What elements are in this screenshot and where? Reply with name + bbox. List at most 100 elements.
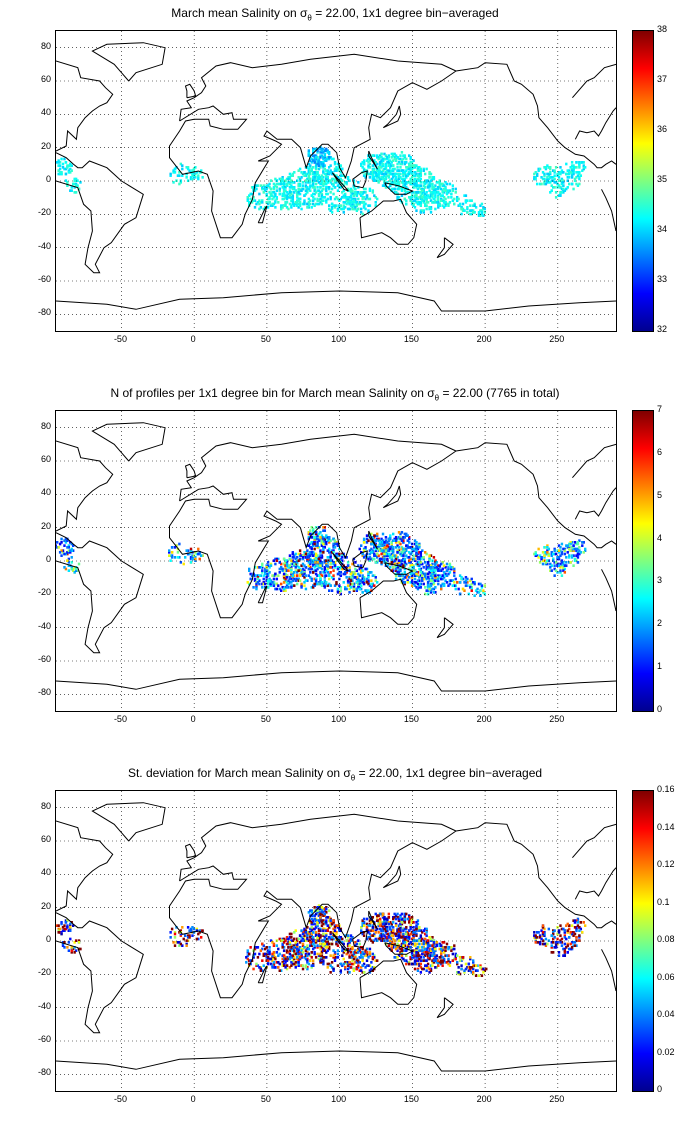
data-bin bbox=[301, 567, 305, 571]
data-bin bbox=[291, 559, 295, 562]
data-bin bbox=[429, 554, 433, 557]
data-bin bbox=[248, 201, 251, 204]
data-bin bbox=[329, 169, 332, 172]
data-bin bbox=[293, 186, 296, 189]
data-bin bbox=[562, 189, 565, 192]
data-bin bbox=[284, 201, 287, 204]
data-bin bbox=[367, 574, 370, 577]
data-bin bbox=[303, 572, 306, 576]
data-bin bbox=[429, 191, 433, 194]
data-bin bbox=[310, 552, 313, 556]
data-bin bbox=[313, 566, 316, 569]
data-bin bbox=[275, 189, 279, 192]
data-bin bbox=[194, 557, 197, 561]
data-bin bbox=[333, 546, 337, 549]
data-bin bbox=[313, 177, 316, 181]
data-bin bbox=[197, 177, 200, 181]
data-bin bbox=[304, 552, 308, 556]
data-bin bbox=[274, 201, 277, 204]
data-bin bbox=[269, 579, 273, 582]
data-bin bbox=[316, 567, 319, 571]
data-bin bbox=[339, 174, 343, 177]
data-bin bbox=[320, 567, 324, 571]
data-bin bbox=[445, 182, 449, 186]
data-bin bbox=[317, 174, 321, 177]
data-bin bbox=[405, 191, 408, 194]
data-bin bbox=[344, 966, 347, 969]
data-bin bbox=[360, 581, 363, 584]
data-bin bbox=[472, 204, 475, 207]
data-bin bbox=[280, 206, 283, 209]
data-bin bbox=[402, 547, 405, 551]
data-bin bbox=[69, 551, 72, 554]
data-bin bbox=[384, 552, 388, 556]
data-bin bbox=[329, 156, 332, 159]
data-bin bbox=[298, 182, 302, 186]
data-bin bbox=[409, 557, 412, 561]
data-bin bbox=[408, 162, 411, 166]
data-bin bbox=[281, 176, 284, 179]
data-bin bbox=[576, 551, 580, 554]
data-bin bbox=[384, 157, 388, 161]
data-bin bbox=[415, 179, 418, 182]
data-bin bbox=[403, 181, 407, 184]
data-bin bbox=[290, 944, 293, 947]
data-bin bbox=[403, 561, 407, 564]
data-bin bbox=[400, 579, 404, 582]
coastline bbox=[184, 83, 197, 99]
data-bin bbox=[307, 151, 311, 154]
data-bin bbox=[333, 956, 337, 959]
data-bin bbox=[336, 964, 340, 967]
data-bin bbox=[312, 942, 315, 946]
data-bin bbox=[552, 169, 555, 172]
data-bin bbox=[351, 582, 354, 586]
data-bin bbox=[358, 949, 361, 952]
data-bin bbox=[367, 582, 370, 586]
data-bin bbox=[282, 182, 286, 186]
data-bin bbox=[313, 927, 316, 931]
data-bin bbox=[431, 177, 434, 181]
data-bin bbox=[288, 191, 292, 194]
data-bin bbox=[317, 192, 321, 196]
data-bin bbox=[290, 964, 293, 967]
data-bin bbox=[345, 587, 348, 591]
data-bin bbox=[287, 176, 290, 179]
data-bin bbox=[342, 206, 345, 209]
data-bin bbox=[397, 551, 401, 554]
data-bin bbox=[482, 591, 485, 594]
data-bin bbox=[317, 954, 321, 957]
data-bin bbox=[582, 164, 585, 167]
data-bin bbox=[320, 956, 324, 959]
data-bin bbox=[320, 196, 324, 199]
data-bin bbox=[537, 169, 540, 172]
data-bin bbox=[348, 566, 351, 569]
data-bin bbox=[374, 204, 377, 207]
data-bin bbox=[316, 179, 319, 182]
data-bin bbox=[383, 542, 386, 546]
data-bin bbox=[317, 939, 321, 942]
data-bin bbox=[57, 927, 60, 931]
data-bin bbox=[560, 561, 564, 564]
data-bin bbox=[301, 942, 305, 946]
data-bin bbox=[255, 187, 258, 191]
data-bin bbox=[355, 577, 359, 581]
data-bin bbox=[310, 937, 313, 941]
coastline bbox=[572, 443, 616, 479]
data-bin bbox=[189, 176, 193, 179]
data-bin bbox=[290, 572, 293, 576]
data-bin bbox=[274, 574, 277, 577]
data-bin bbox=[394, 569, 398, 572]
data-bin bbox=[290, 206, 293, 209]
data-bin bbox=[482, 589, 485, 592]
data-bin bbox=[313, 559, 316, 562]
data-bin bbox=[400, 547, 404, 551]
data-bin bbox=[413, 581, 417, 584]
data-bin bbox=[332, 546, 335, 549]
data-bin bbox=[317, 532, 321, 536]
data-bin bbox=[325, 559, 328, 562]
data-bin bbox=[322, 171, 325, 174]
data-bin bbox=[429, 199, 433, 202]
data-bin bbox=[269, 957, 273, 961]
data-bin bbox=[317, 546, 321, 549]
data-bin bbox=[262, 581, 265, 584]
